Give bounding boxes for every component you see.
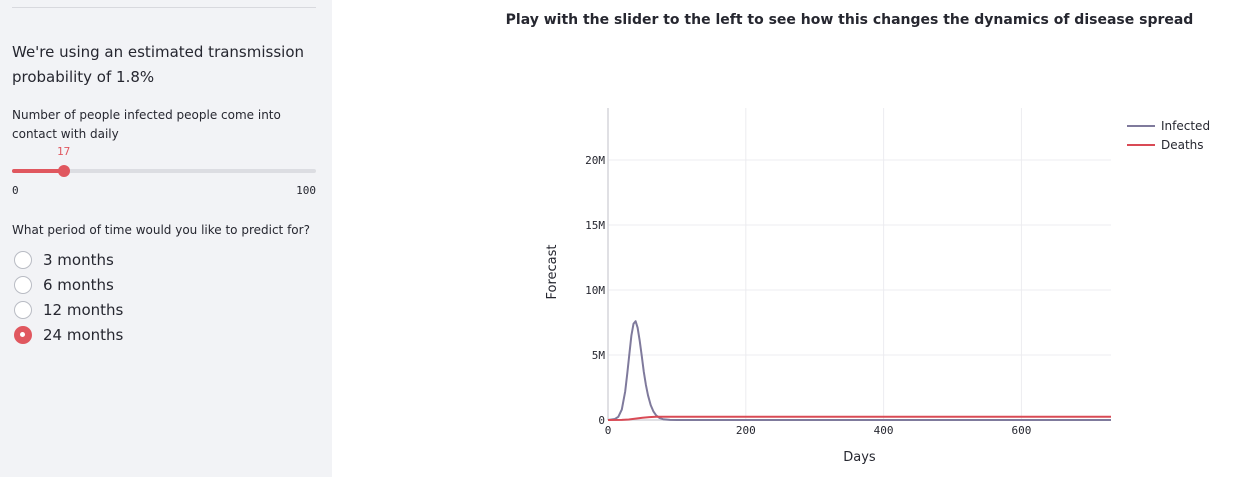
y-axis-title: Forecast xyxy=(545,244,560,299)
contacts-slider-fill xyxy=(12,169,64,173)
period-option-24-months[interactable]: 24 months xyxy=(14,324,123,346)
contacts-slider-min: 0 xyxy=(12,184,19,197)
y-tick-label: 15M xyxy=(585,219,605,232)
contacts-slider-value: 17 xyxy=(57,145,71,158)
y-tick-label: 5M xyxy=(592,349,606,362)
x-tick-label: 600 xyxy=(1011,424,1031,437)
period-option-6-months[interactable]: 6 months xyxy=(14,274,114,296)
chart-title: Play with the slider to the left to see … xyxy=(505,12,1194,28)
series-line-deaths xyxy=(607,415,1111,421)
period-option-3-months[interactable]: 3 months xyxy=(14,249,114,271)
radio-circle[interactable] xyxy=(14,276,32,294)
period-radio-label: What period of time would you like to pr… xyxy=(12,223,310,237)
period-option-label: 3 months xyxy=(43,251,114,269)
y-tick-label: 20M xyxy=(585,154,605,167)
legend-label-deaths: Deaths xyxy=(1161,138,1204,152)
contacts-slider-label: Number of people infected people come in… xyxy=(12,108,281,141)
x-tick-label: 400 xyxy=(874,424,894,437)
legend-label-infected: Infected xyxy=(1161,119,1210,133)
y-tick-label: 10M xyxy=(585,284,605,297)
x-axis-title: Days xyxy=(843,450,876,465)
sidebar-divider xyxy=(12,7,316,8)
radio-circle[interactable] xyxy=(14,251,32,269)
x-tick-label: 0 xyxy=(605,424,612,437)
radio-circle-selected[interactable] xyxy=(14,326,32,344)
contacts-slider-track[interactable] xyxy=(12,169,316,173)
period-option-12-months[interactable]: 12 months xyxy=(14,299,123,321)
x-tick-label: 200 xyxy=(736,424,756,437)
contacts-slider-thumb[interactable] xyxy=(57,165,70,177)
period-option-label: 12 months xyxy=(43,301,124,319)
sidebar: We're using an estimated transmission pr… xyxy=(0,0,332,477)
series-line-infected xyxy=(607,320,1111,421)
period-option-label: 24 months xyxy=(43,326,124,344)
radio-circle[interactable] xyxy=(14,301,32,319)
y-tick-label: 0 xyxy=(598,414,605,427)
transmission-info-text: We're using an estimated transmission pr… xyxy=(12,43,305,86)
contacts-slider-max: 100 xyxy=(296,184,316,197)
period-option-label: 6 months xyxy=(43,276,114,294)
